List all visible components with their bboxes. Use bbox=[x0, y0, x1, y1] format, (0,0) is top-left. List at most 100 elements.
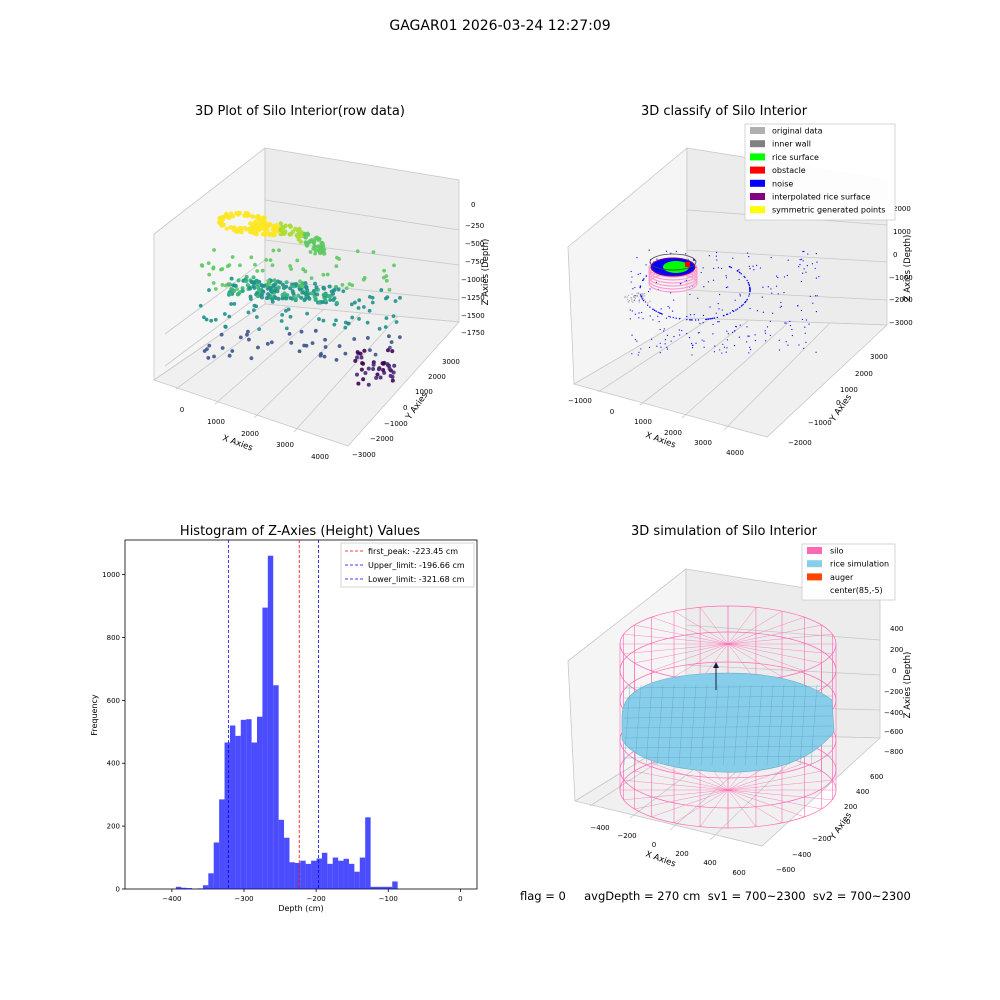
raw-data-point bbox=[246, 212, 251, 217]
classify-data-point bbox=[801, 318, 804, 321]
histogram-legend: first_peak: -223.45 cm Upper_limit: -196.… bbox=[340, 542, 475, 588]
classify-data-point bbox=[814, 295, 817, 297]
raw-data-point bbox=[381, 361, 386, 366]
raw-data-point bbox=[297, 349, 302, 354]
classify-data-point bbox=[815, 310, 818, 313]
raw-data-point bbox=[350, 315, 355, 320]
raw-y-ticks: −3000 −2000 −1000 0 1000 2000 3000 bbox=[352, 358, 460, 459]
figure-title: GAGAR01 2026-03-24 12:27:09 bbox=[389, 18, 611, 34]
raw-data-point bbox=[229, 302, 233, 306]
classify-data-point bbox=[726, 313, 729, 315]
classify-data-point bbox=[709, 318, 712, 320]
histogram-bar bbox=[181, 887, 187, 889]
classify-data-point bbox=[801, 258, 803, 260]
classify-data-point bbox=[638, 351, 640, 353]
classify-data-point bbox=[705, 318, 707, 321]
classify-ztick-0: 2000 bbox=[893, 205, 911, 213]
classify-data-point bbox=[660, 346, 662, 348]
classify-data-point bbox=[647, 290, 650, 293]
classify-ytick-1: −1000 bbox=[808, 419, 832, 427]
raw-data-point bbox=[251, 308, 256, 313]
raw-data-point bbox=[391, 314, 396, 319]
histogram-xtick-label: −300 bbox=[234, 895, 253, 903]
raw-data-point bbox=[252, 303, 257, 308]
simulation-silo-spoke bbox=[673, 610, 729, 645]
histogram-bar bbox=[289, 862, 295, 889]
classify-data-point bbox=[630, 281, 632, 283]
raw-data-point bbox=[362, 348, 367, 353]
histogram-reference-lines bbox=[227, 540, 319, 889]
raw-data-point bbox=[248, 286, 253, 291]
classify-panel-title: 3D classify of Silo Interior bbox=[640, 104, 808, 119]
classify-data-point bbox=[739, 271, 741, 274]
classify-data-point bbox=[624, 295, 626, 298]
raw-data-point bbox=[334, 284, 339, 289]
raw-data-point bbox=[332, 296, 337, 301]
classify-data-point bbox=[636, 295, 638, 297]
classify-data-point bbox=[735, 325, 737, 328]
raw-data-point bbox=[296, 293, 301, 298]
classify-data-point bbox=[784, 322, 786, 324]
classify-data-point bbox=[789, 325, 792, 327]
raw-data-point bbox=[291, 284, 296, 289]
classify-legend-label-3: obstacle bbox=[772, 166, 806, 175]
raw-data-point bbox=[388, 373, 393, 378]
classify-data-point bbox=[694, 319, 697, 321]
raw-data-point bbox=[308, 250, 313, 254]
raw-data-point bbox=[371, 250, 376, 255]
histogram-bar bbox=[240, 719, 247, 889]
raw-data-point bbox=[357, 317, 361, 321]
simulation-ztick-6: −800 bbox=[884, 748, 903, 756]
classify-z-ticks: 2000 1000 0 −1000 −2000 −3000 bbox=[889, 205, 913, 327]
classify-data-point bbox=[734, 330, 736, 332]
raw-data-point bbox=[227, 282, 232, 286]
raw-data-point bbox=[309, 291, 314, 296]
classify-data-point bbox=[717, 267, 720, 269]
classify-data-point bbox=[631, 353, 633, 355]
raw-data-point bbox=[202, 315, 206, 320]
raw-data-point bbox=[269, 289, 274, 294]
raw-data-point bbox=[293, 296, 298, 301]
raw-data-point bbox=[319, 240, 324, 246]
classify-xtick-0: −1000 bbox=[568, 397, 592, 405]
simulation-x-ticks: −400 −200 0 200 400 600 bbox=[590, 824, 745, 877]
raw-data-point bbox=[271, 226, 277, 231]
classify-data-point bbox=[647, 302, 649, 304]
raw-xtick-1: 1000 bbox=[207, 418, 225, 426]
raw-data-point bbox=[266, 279, 271, 284]
raw-data-point bbox=[306, 295, 311, 300]
classify-data-point bbox=[642, 318, 644, 320]
raw-data-point bbox=[213, 287, 218, 291]
classify-data-point bbox=[749, 307, 751, 310]
raw-data-point bbox=[249, 356, 254, 361]
classify-data-point bbox=[799, 264, 801, 266]
histogram-bar bbox=[321, 852, 328, 889]
simulation-ztick-3: −200 bbox=[884, 688, 903, 696]
classify-data-point bbox=[648, 249, 650, 251]
classify-data-point bbox=[747, 282, 750, 284]
classify-data-point bbox=[765, 340, 767, 342]
raw-data-point bbox=[204, 317, 209, 322]
classify-data-point bbox=[771, 292, 773, 294]
histogram-bar bbox=[229, 725, 236, 889]
classify-data-point bbox=[657, 315, 659, 317]
classify-data-point bbox=[719, 349, 721, 351]
raw-data-point bbox=[321, 272, 326, 277]
classify-ztick-1: 1000 bbox=[893, 228, 911, 236]
raw-data-point bbox=[273, 295, 278, 300]
classify-data-point bbox=[750, 349, 752, 351]
raw-data-point bbox=[236, 278, 241, 283]
classify-data-point bbox=[711, 317, 714, 320]
raw-data-point bbox=[253, 220, 258, 225]
classify-data-point bbox=[626, 298, 629, 301]
raw-data-point bbox=[295, 232, 301, 238]
simulation-xtick-2: 0 bbox=[652, 841, 656, 849]
classify-data-point bbox=[722, 314, 725, 317]
simulation-silo-spoke bbox=[727, 643, 833, 655]
raw-data-point bbox=[257, 279, 262, 284]
simulation-y-ticks: −600 −400 −200 0 200 400 600 bbox=[776, 773, 883, 874]
raw-data-point bbox=[378, 375, 383, 380]
raw-data-point bbox=[310, 341, 315, 346]
raw-data-point bbox=[366, 382, 371, 387]
classify-data-point bbox=[701, 339, 703, 341]
